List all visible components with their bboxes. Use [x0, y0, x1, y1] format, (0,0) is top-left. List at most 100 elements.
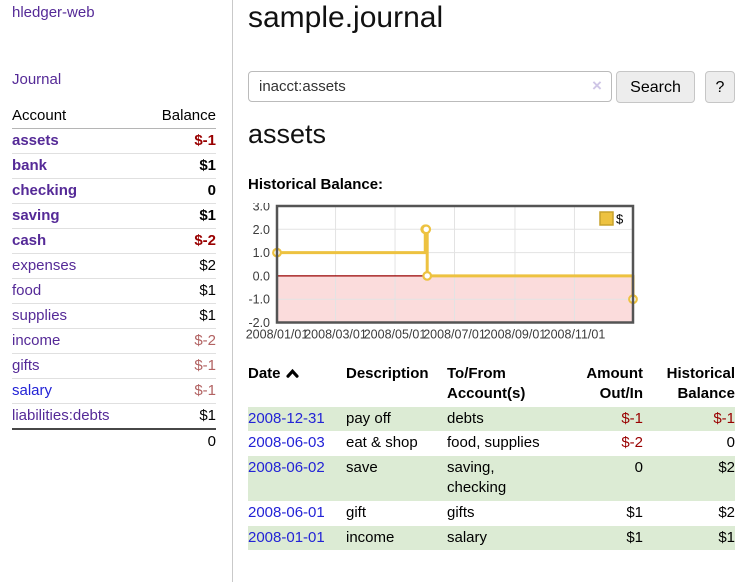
transaction-row: 2008-06-01 gift gifts $1 $2 — [248, 501, 735, 526]
sidebar: hledger-web Journal Account Balance asse… — [0, 0, 233, 582]
sidebar-item-journal[interactable]: Journal — [12, 71, 62, 88]
svg-text:2.0: 2.0 — [253, 223, 270, 237]
transaction-accounts: food, supplies — [447, 434, 540, 452]
svg-text:2008/01/01: 2008/01/01 — [246, 328, 309, 342]
sidebar-account-liabilities-debts[interactable]: liabilities:debts — [12, 407, 110, 424]
accounts-total: 0 — [143, 428, 216, 454]
accounts-total-row: 0 — [12, 428, 216, 454]
sidebar-account-food[interactable]: food — [12, 282, 42, 299]
account-row: gifts $-1 — [12, 353, 216, 379]
transaction-amount: 0 — [634, 459, 643, 477]
sidebar-account-salary[interactable]: salary — [12, 382, 53, 399]
transaction-accounts: debts — [447, 409, 484, 427]
transaction-row: 2008-01-01 income salary $1 $1 — [248, 525, 735, 551]
transaction-date-link[interactable]: 2008-06-01 — [248, 503, 325, 521]
account-balance: 0 — [143, 178, 216, 204]
account-balance: $1 — [143, 278, 216, 304]
transaction-row: 2008-12-31 pay off debts $-1 $-1 — [248, 406, 735, 432]
sidebar-account-supplies[interactable]: supplies — [12, 307, 68, 324]
account-row: liabilities:debts $1 — [12, 403, 216, 430]
clear-search-icon[interactable]: × — [592, 76, 602, 95]
transaction-date-link[interactable]: 2008-06-02 — [248, 459, 325, 477]
register-table: Date Description To/From Account(s) Amou… — [248, 362, 735, 551]
sidebar-account-cash[interactable]: cash — [12, 232, 47, 249]
account-row: expenses $2 — [12, 253, 216, 279]
transaction-description: income — [346, 528, 395, 546]
sidebar-account-assets[interactable]: assets — [12, 132, 59, 149]
account-row: food $1 — [12, 278, 216, 304]
sidebar-account-income[interactable]: income — [12, 332, 61, 349]
accounts-header-balance: Balance — [143, 104, 216, 129]
historical-balance-chart: 3.0 2.0 1.0 0.0 -1.0 -2.02008/01/012008/03/01… — [246, 203, 638, 342]
transaction-amount: $-2 — [621, 434, 643, 452]
svg-text:$: $ — [616, 212, 624, 227]
sidebar-account-bank[interactable]: bank — [12, 157, 48, 174]
search-input[interactable] — [248, 71, 612, 102]
account-row: cash $-2 — [12, 228, 216, 254]
transaction-accounts: saving, checking — [447, 459, 507, 496]
account-balance: $-1 — [143, 378, 216, 404]
register-header-row: Date Description To/From Account(s) Amou… — [248, 362, 735, 407]
account-balance: $1 — [143, 303, 216, 329]
account-balance: $-2 — [143, 328, 216, 354]
transaction-balance: $2 — [718, 503, 735, 521]
account-row: income $-2 — [12, 328, 216, 354]
svg-text:2008/03/01: 2008/03/01 — [304, 328, 367, 342]
help-button[interactable]: ? — [705, 71, 735, 103]
search-button[interactable]: Search — [616, 71, 695, 103]
transaction-balance: $-1 — [713, 409, 735, 427]
account-heading: assets — [248, 119, 327, 149]
register-header-tofrom: To/From Account(s) — [447, 365, 526, 402]
account-row: checking 0 — [12, 178, 216, 204]
page-title: sample.journal — [248, 1, 444, 34]
accounts-header-row: Account Balance — [12, 104, 216, 129]
sidebar-account-expenses[interactable]: expenses — [12, 257, 77, 274]
svg-text:2008/05/01: 2008/05/01 — [364, 328, 427, 342]
sort-ascending-icon — [285, 368, 299, 378]
account-row: salary $-1 — [12, 378, 216, 404]
transaction-row: 2008-06-03 eat & shop food, supplies $-2… — [248, 431, 735, 456]
svg-text:3.0: 3.0 — [253, 203, 270, 214]
transaction-accounts: salary — [447, 528, 488, 546]
app-title-link[interactable]: hledger-web — [12, 4, 95, 21]
transaction-date-link[interactable]: 2008-12-31 — [248, 409, 325, 427]
transaction-description: gift — [346, 503, 367, 521]
account-balance: $-2 — [143, 228, 216, 254]
transaction-amount: $-1 — [621, 409, 643, 427]
account-balance: $1 — [143, 403, 216, 430]
accounts-table: Account Balance assets $-1 bank $1 checkin… — [12, 104, 216, 454]
transaction-row: 2008-06-02 save saving, checking 0 $2 — [248, 456, 735, 501]
transaction-balance: 0 — [726, 434, 735, 452]
transaction-date-link[interactable]: 2008-01-01 — [248, 528, 325, 546]
chart-title: Historical Balance: — [248, 176, 384, 193]
account-balance: $2 — [143, 253, 216, 279]
transaction-description: pay off — [346, 409, 391, 427]
sidebar-account-saving[interactable]: saving — [12, 207, 60, 224]
transaction-accounts: gifts — [447, 503, 475, 521]
account-row: bank $1 — [12, 153, 216, 179]
account-row: supplies $1 — [12, 303, 216, 329]
transaction-description: save — [346, 459, 378, 477]
account-row: assets $-1 — [12, 128, 216, 154]
register-header-date[interactable]: Date — [248, 362, 346, 407]
account-row: saving $1 — [12, 203, 216, 229]
sidebar-account-gifts[interactable]: gifts — [12, 357, 40, 374]
sidebar-account-checking[interactable]: checking — [12, 182, 78, 199]
register-header-amount: Amount Out/In — [586, 365, 643, 402]
transaction-balance: $2 — [718, 459, 735, 477]
transaction-amount: $1 — [626, 528, 643, 546]
accounts-header-account: Account — [12, 104, 144, 129]
svg-text:-2.0: -2.0 — [248, 316, 270, 330]
account-balance: $-1 — [143, 353, 216, 379]
svg-text:2008/07/01: 2008/07/01 — [423, 328, 486, 342]
account-balance: $-1 — [143, 128, 216, 154]
transaction-description: eat & shop — [346, 434, 418, 452]
svg-text:0.0: 0.0 — [253, 269, 270, 283]
svg-text:1.0: 1.0 — [253, 246, 270, 260]
svg-text:2008/11/01: 2008/11/01 — [544, 328, 606, 342]
account-balance: $1 — [143, 203, 216, 229]
search-form: × Search ? — [248, 71, 735, 103]
register-header-description: Description — [346, 365, 429, 382]
transaction-date-link[interactable]: 2008-06-03 — [248, 434, 325, 452]
account-balance: $1 — [143, 153, 216, 179]
